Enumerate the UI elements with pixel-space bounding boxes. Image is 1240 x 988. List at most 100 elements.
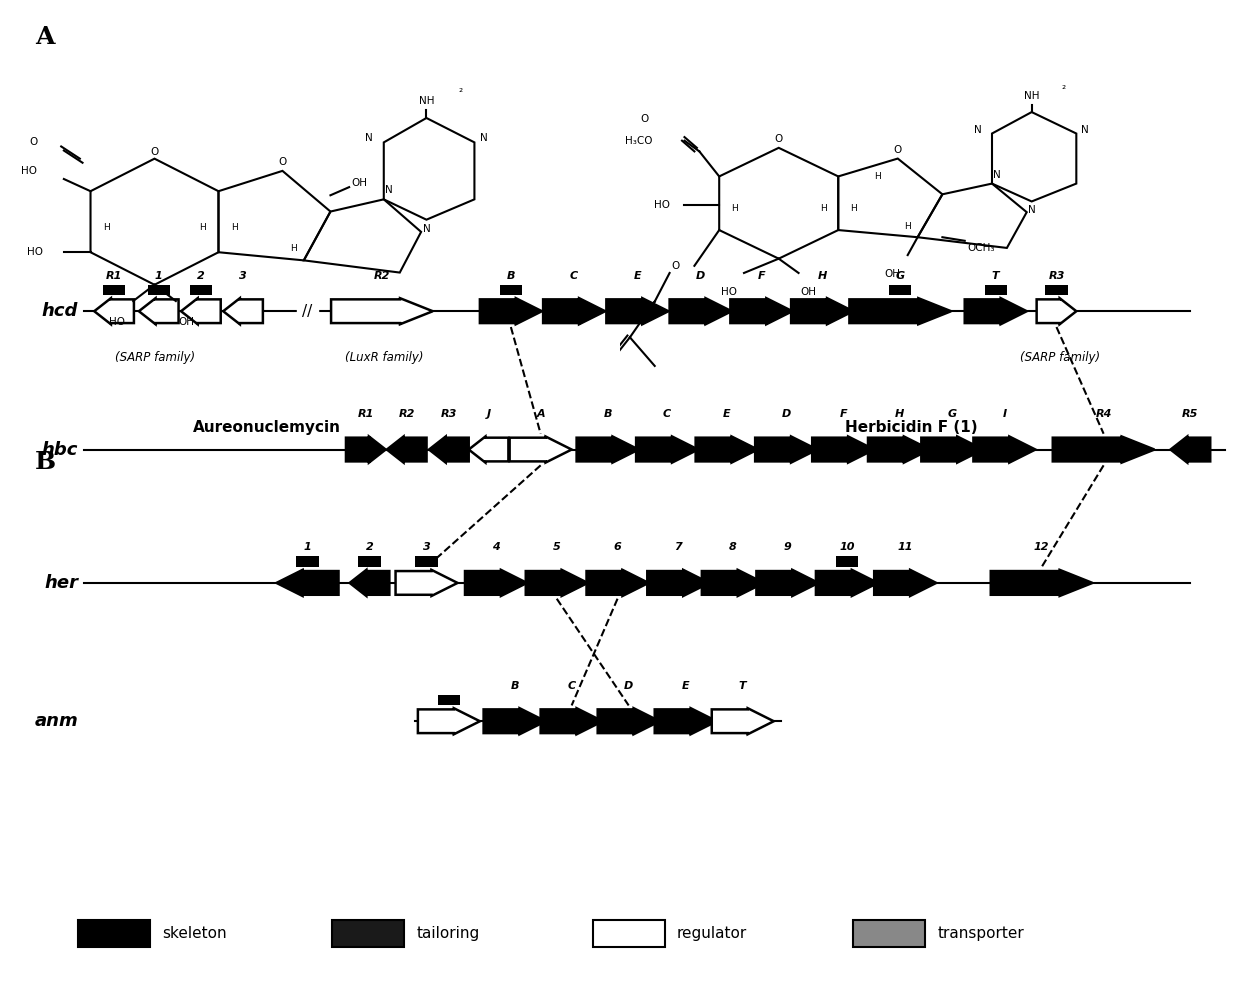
Text: (LuxR family): (LuxR family) — [345, 351, 424, 364]
Text: R2: R2 — [373, 271, 391, 281]
FancyArrow shape — [712, 708, 774, 734]
FancyArrow shape — [655, 708, 717, 734]
FancyArrow shape — [346, 437, 386, 462]
Text: H: H — [904, 222, 911, 231]
Bar — [889, 285, 911, 295]
FancyArrow shape — [465, 570, 527, 596]
Text: H: H — [290, 244, 296, 253]
Bar — [358, 556, 381, 567]
Text: R5: R5 — [1182, 409, 1199, 419]
Text: B: B — [511, 681, 518, 691]
Text: NH: NH — [419, 96, 434, 106]
Text: R1: R1 — [105, 271, 123, 281]
Text: H: H — [730, 205, 738, 213]
Bar — [1045, 285, 1068, 295]
FancyArrow shape — [696, 437, 758, 462]
Text: H: H — [231, 223, 238, 232]
Bar — [593, 920, 665, 947]
Text: Herbicidin F (1): Herbicidin F (1) — [846, 420, 977, 435]
Text: O: O — [150, 146, 159, 157]
FancyArrow shape — [1037, 298, 1076, 324]
Text: D: D — [624, 681, 634, 691]
FancyArrow shape — [973, 437, 1035, 462]
FancyArrow shape — [277, 570, 339, 596]
Text: A: A — [35, 25, 55, 48]
Text: 5: 5 — [553, 542, 560, 552]
Text: I: I — [1002, 409, 1007, 419]
Text: H₃CO: H₃CO — [625, 135, 652, 145]
Bar — [836, 556, 858, 567]
Text: C: C — [568, 681, 575, 691]
Text: HO: HO — [653, 200, 670, 210]
Text: N: N — [480, 133, 487, 143]
Text: C: C — [663, 409, 671, 419]
FancyArrow shape — [921, 437, 983, 462]
Text: B: B — [35, 450, 56, 473]
FancyArrow shape — [965, 298, 1027, 324]
FancyArrow shape — [606, 298, 668, 324]
Text: 12: 12 — [1034, 542, 1049, 552]
Text: B: B — [507, 271, 515, 281]
Text: 2: 2 — [366, 542, 373, 552]
Text: H: H — [894, 409, 904, 419]
Text: O: O — [775, 134, 782, 144]
FancyArrow shape — [387, 437, 427, 462]
Text: (SARP family): (SARP family) — [115, 351, 195, 364]
Bar — [500, 285, 522, 295]
Text: OH: OH — [352, 178, 368, 188]
Text: R3: R3 — [1048, 271, 1065, 281]
Text: N: N — [423, 223, 430, 234]
FancyArrow shape — [816, 570, 878, 596]
FancyArrow shape — [730, 298, 792, 324]
Text: 8: 8 — [729, 542, 737, 552]
Text: anm: anm — [35, 712, 78, 730]
FancyArrow shape — [587, 570, 649, 596]
Text: B: B — [604, 409, 611, 419]
FancyArrow shape — [418, 708, 480, 734]
Text: H: H — [817, 271, 827, 281]
Text: H: H — [200, 223, 206, 232]
Text: H: H — [103, 223, 110, 232]
Text: F: F — [839, 409, 847, 419]
Text: transporter: transporter — [937, 926, 1024, 942]
FancyArrow shape — [791, 298, 853, 324]
Bar — [148, 285, 170, 295]
Bar — [438, 695, 460, 705]
Text: HO: HO — [109, 317, 125, 327]
Text: R1: R1 — [357, 409, 374, 419]
FancyArrow shape — [702, 570, 764, 596]
FancyArrow shape — [874, 570, 936, 596]
Text: R3: R3 — [440, 409, 458, 419]
Text: O: O — [641, 115, 649, 124]
Bar — [78, 920, 150, 947]
Text: ₂: ₂ — [1061, 81, 1065, 91]
Text: H: H — [820, 205, 827, 213]
Text: N: N — [386, 186, 393, 196]
Text: O: O — [671, 261, 680, 271]
Text: hcd: hcd — [42, 302, 78, 320]
Text: HO: HO — [21, 166, 37, 176]
Text: N: N — [366, 133, 373, 143]
Text: 9: 9 — [784, 542, 791, 552]
Text: HO: HO — [722, 288, 737, 297]
Text: R4: R4 — [1095, 409, 1112, 419]
Text: 3: 3 — [423, 542, 430, 552]
Text: N: N — [1028, 206, 1035, 215]
Text: 11: 11 — [898, 542, 913, 552]
FancyArrow shape — [350, 570, 389, 596]
FancyArrow shape — [1171, 437, 1210, 462]
FancyArrow shape — [756, 570, 818, 596]
Text: E: E — [723, 409, 730, 419]
Bar — [415, 556, 438, 567]
FancyArrow shape — [868, 437, 930, 462]
FancyArrow shape — [469, 437, 508, 462]
FancyArrow shape — [429, 437, 469, 462]
Text: OCH₃: OCH₃ — [967, 243, 994, 253]
Text: HO: HO — [26, 247, 42, 257]
Text: 3: 3 — [239, 271, 247, 281]
Text: O: O — [894, 145, 901, 155]
FancyArrow shape — [181, 298, 221, 324]
Text: T: T — [739, 681, 746, 691]
Bar — [190, 285, 212, 295]
Bar — [103, 285, 125, 295]
